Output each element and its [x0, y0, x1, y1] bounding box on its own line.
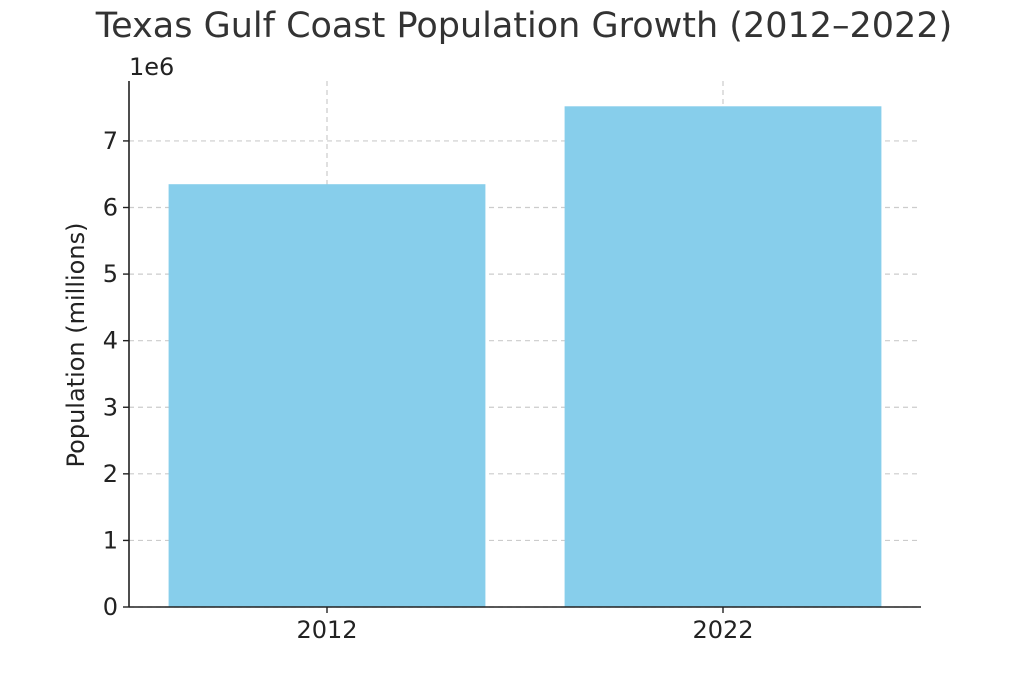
- ticks: 0 1 2 3 4 5 6 7 2012 2022: [103, 127, 754, 644]
- bar-2022: [564, 106, 882, 607]
- y-axis-offset-label: 1e6: [129, 53, 174, 81]
- bar-2012: [168, 184, 486, 608]
- bars: [168, 106, 882, 608]
- y-tick-label: 2: [103, 460, 118, 488]
- y-tick-label: 4: [103, 327, 118, 355]
- y-tick-label: 7: [103, 127, 118, 155]
- x-tick-label: 2012: [296, 616, 357, 644]
- y-tick-label: 1: [103, 526, 118, 554]
- x-tick-label: 2022: [692, 616, 753, 644]
- chart-title: Texas Gulf Coast Population Growth (2012…: [95, 6, 953, 46]
- y-tick-label: 0: [103, 593, 118, 621]
- y-tick-label: 3: [103, 393, 118, 421]
- y-tick-label: 5: [103, 260, 118, 288]
- axes: [128, 81, 921, 608]
- y-tick-label: 6: [103, 194, 118, 222]
- y-axis-label: Population (millions): [62, 223, 90, 468]
